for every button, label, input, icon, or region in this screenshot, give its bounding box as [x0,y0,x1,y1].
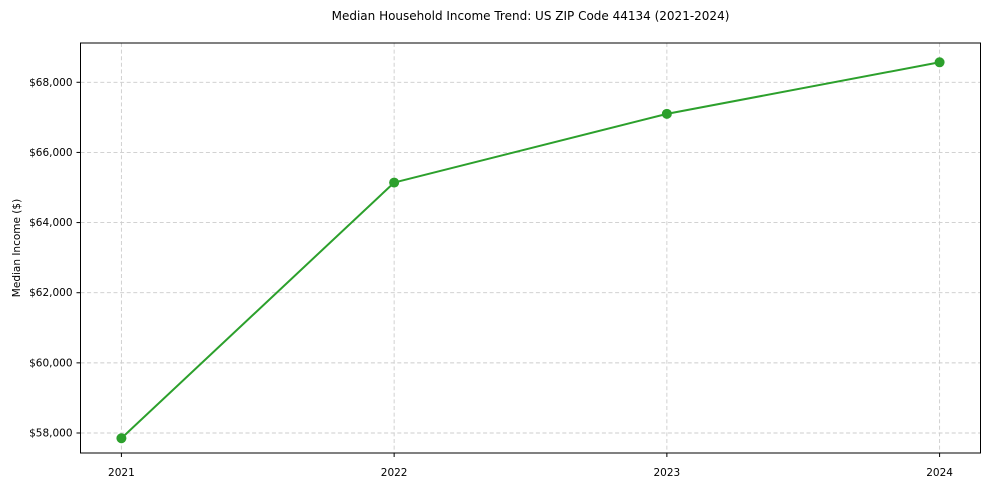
y-tick-label: $58,000 [29,428,72,440]
x-tick-label: 2024 [926,467,953,479]
series-line [120,61,941,440]
data-point [116,433,127,444]
data-point [661,108,672,119]
y-tick-label: $62,000 [29,287,72,299]
y-axis-label: Median Income ($) [11,198,23,298]
chart-title: Median Household Income Trend: US ZIP Co… [331,9,730,23]
y-tick-label: $60,000 [29,357,72,369]
data-point [389,177,400,188]
x-tick-label: 2021 [108,467,135,479]
data-point [934,57,945,68]
plot-border [80,42,981,454]
x-tick-label: 2023 [653,467,680,479]
y-tick-label: $66,000 [29,147,72,159]
y-tick-label: $64,000 [29,217,72,229]
x-tick-label: 2022 [381,467,408,479]
y-tick-label: $68,000 [29,77,72,89]
